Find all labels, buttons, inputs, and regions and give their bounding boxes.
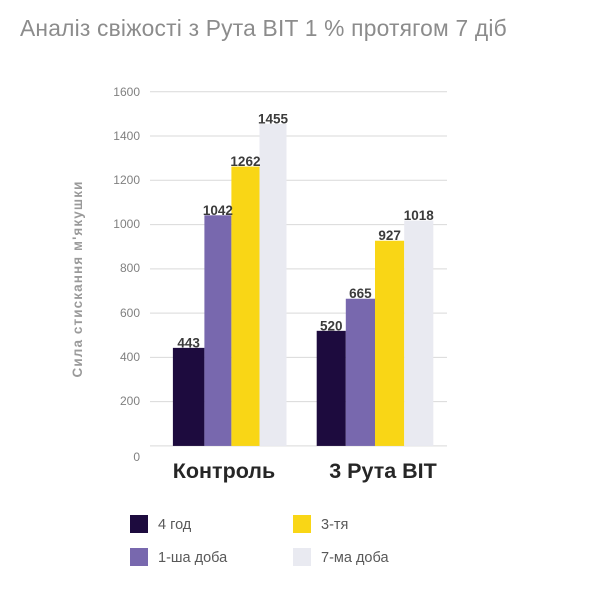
svg-text:1455: 1455 [258, 111, 289, 126]
svg-text:1400: 1400 [113, 129, 140, 143]
svg-text:1600: 1600 [113, 85, 140, 99]
svg-text:200: 200 [120, 394, 140, 408]
svg-text:800: 800 [120, 261, 140, 275]
svg-text:4 год: 4 год [158, 517, 192, 533]
svg-text:600: 600 [120, 306, 140, 320]
svg-text:1018: 1018 [404, 208, 435, 223]
svg-text:1042: 1042 [203, 203, 233, 218]
svg-text:443: 443 [177, 335, 200, 350]
svg-text:Контроль: Контроль [173, 459, 275, 483]
svg-text:3 Рута BIT: 3 Рута BIT [329, 459, 437, 483]
svg-text:520: 520 [320, 318, 343, 333]
svg-text:1262: 1262 [230, 154, 260, 169]
svg-text:1-ша доба: 1-ша доба [158, 550, 228, 566]
svg-text:1200: 1200 [113, 173, 140, 187]
svg-text:1000: 1000 [113, 217, 140, 231]
svg-text:Сила стискання м'якушки: Сила стискання м'якушки [70, 181, 85, 378]
svg-text:0: 0 [133, 450, 140, 464]
svg-text:3-тя: 3-тя [321, 517, 348, 533]
svg-text:7-ма доба: 7-ма доба [321, 550, 389, 566]
svg-text:927: 927 [378, 228, 401, 243]
svg-text:665: 665 [349, 286, 372, 301]
svg-text:400: 400 [120, 350, 140, 364]
